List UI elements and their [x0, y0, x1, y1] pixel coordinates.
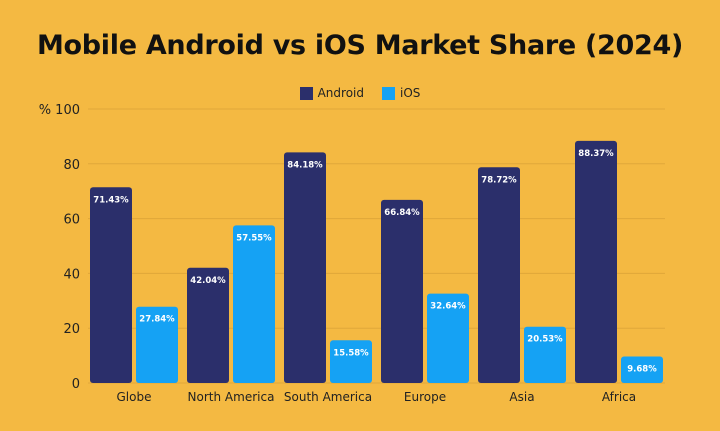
- x-tick-label: Asia: [509, 390, 534, 404]
- bar-ios: [621, 356, 663, 383]
- data-label: 32.64%: [430, 302, 466, 312]
- legend-label-ios: iOS: [400, 86, 421, 100]
- data-label: 66.84%: [384, 208, 420, 218]
- data-label: 57.55%: [236, 233, 272, 243]
- data-label: 27.84%: [139, 315, 175, 325]
- data-label: 42.04%: [190, 276, 226, 286]
- data-label: 15.58%: [333, 348, 369, 358]
- x-tick-label: Africa: [602, 390, 636, 404]
- bar-android: [575, 140, 617, 383]
- data-label: 88.37%: [578, 149, 614, 159]
- bar-ios: [427, 293, 469, 383]
- bar-ios: [136, 306, 178, 383]
- legend-item-android: Android: [299, 86, 364, 100]
- x-tick-label: South America: [284, 390, 372, 404]
- bar-android: [381, 199, 423, 383]
- data-label: 9.68%: [627, 364, 657, 374]
- data-label: 71.43%: [93, 195, 129, 205]
- legend: Android iOS: [0, 86, 720, 100]
- bar-android: [187, 267, 229, 383]
- legend-swatch-android: [299, 86, 313, 100]
- chart-title: Mobile Android vs iOS Market Share (2024…: [36, 30, 684, 61]
- y-tick-label: 80: [63, 158, 80, 173]
- x-tick-label: North America: [188, 390, 275, 404]
- bar-ios: [524, 326, 566, 383]
- y-tick-label: 20: [63, 322, 80, 337]
- bar-android: [284, 152, 326, 383]
- y-tick-label: % 100: [39, 103, 80, 118]
- bar-ios: [233, 225, 275, 383]
- x-tick-label: Globe: [117, 390, 152, 404]
- y-tick-label: 0: [72, 377, 80, 392]
- data-label: 84.18%: [287, 160, 323, 170]
- y-tick-label: 60: [63, 213, 80, 228]
- data-label: 20.53%: [527, 335, 563, 345]
- data-label: 78.72%: [481, 175, 517, 185]
- bar-android: [90, 187, 132, 383]
- legend-label-android: Android: [317, 86, 364, 100]
- legend-item-ios: iOS: [382, 86, 420, 100]
- y-tick-label: 40: [63, 267, 80, 282]
- x-tick-label: Europe: [404, 390, 446, 404]
- bar-android: [478, 167, 520, 383]
- legend-swatch-ios: [382, 86, 395, 100]
- bar-ios: [330, 340, 372, 383]
